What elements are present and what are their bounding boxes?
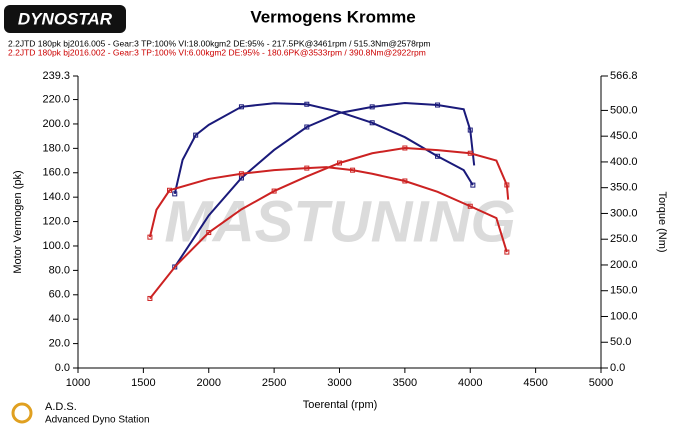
y-tick-label: 20.0: [49, 338, 70, 350]
y2-tick-label: 400.0: [610, 156, 638, 168]
point-marker: [172, 191, 178, 197]
y2-tick-label: 350.0: [610, 182, 638, 194]
y-tick-label: 120.0: [42, 215, 70, 227]
point-marker: [369, 104, 375, 110]
footer-title: A.D.S.: [45, 401, 77, 413]
y-tick-label: 160.0: [42, 167, 70, 179]
y-tick-label: 100.0: [42, 240, 70, 252]
point-marker: [504, 249, 510, 255]
series-line: [149, 146, 510, 300]
point-marker: [304, 101, 310, 107]
point-marker: [147, 234, 153, 240]
point-marker: [504, 182, 510, 188]
logo: DYNOSTAR: [18, 9, 113, 28]
point-marker: [167, 187, 173, 193]
y-tick-label: 80.0: [49, 264, 70, 276]
y-tick-label: 0.0: [55, 362, 70, 374]
point-marker: [193, 132, 199, 138]
point-marker: [467, 150, 473, 156]
point-marker: [304, 124, 310, 130]
y-axis-label: Motor Vermogen (pk): [12, 170, 24, 273]
point-marker: [238, 171, 244, 177]
y2-tick-label: 500.0: [610, 104, 638, 116]
point-marker: [337, 160, 342, 166]
y2-tick-label: 50.0: [610, 336, 631, 348]
y2-tick-label: 250.0: [610, 233, 638, 245]
point-marker: [467, 127, 473, 133]
legend-entry: 2.2JTD 180pk bj2016.005 - Gear:3 TP:100%…: [8, 38, 431, 48]
x-tick-label: 4500: [523, 377, 547, 389]
y-tick-label: 239.3: [42, 70, 70, 82]
x-tick-label: 1500: [131, 377, 155, 389]
y-tick-label: 40.0: [49, 313, 70, 325]
point-marker: [435, 153, 441, 159]
y-tick-label: 200.0: [42, 118, 70, 130]
y2-tick-label: 200.0: [610, 259, 638, 271]
y2-tick-label: 150.0: [610, 285, 638, 297]
y2-tick-label: 300.0: [610, 207, 638, 219]
y2-tick-label: 566.8: [610, 70, 638, 82]
point-marker: [467, 203, 473, 209]
point-marker: [172, 264, 178, 270]
x-axis-label: Toerental (rpm): [303, 399, 378, 411]
point-marker: [402, 145, 408, 151]
series-line: [173, 102, 474, 195]
point-marker: [402, 178, 408, 184]
point-marker: [350, 167, 356, 173]
watermark: MASTUNING: [164, 189, 515, 254]
x-tick-label: 3000: [327, 377, 351, 389]
x-tick-label: 1000: [66, 377, 90, 389]
series-line: [148, 166, 508, 253]
y2-tick-label: 100.0: [610, 310, 638, 322]
y2-tick-label: 450.0: [610, 130, 638, 142]
ads-icon: [11, 402, 33, 424]
series-line: [173, 101, 476, 268]
point-marker: [271, 188, 277, 194]
point-marker: [238, 104, 244, 110]
y-tick-label: 180.0: [42, 142, 70, 154]
y-tick-label: 140.0: [42, 191, 70, 203]
y-tick-label: 60.0: [49, 289, 70, 301]
x-tick-label: 4000: [458, 377, 482, 389]
point-marker: [369, 120, 375, 126]
y2-axis-label: Torque (Nm): [656, 191, 668, 252]
legend-entry: 2.2JTD 180pk bj2016.002 - Gear:3 TP:100%…: [8, 47, 426, 57]
point-marker: [470, 182, 476, 188]
x-tick-label: 2500: [262, 377, 286, 389]
point-marker: [206, 230, 212, 236]
footer-subtitle: Advanced Dyno Station: [45, 415, 150, 426]
point-marker: [304, 165, 310, 171]
point-marker: [435, 102, 441, 108]
chart-title: Vermogens Kromme: [250, 7, 415, 26]
y-tick-label: 220.0: [42, 93, 70, 105]
y2-tick-label: 0.0: [610, 362, 625, 374]
point-marker: [147, 295, 153, 301]
x-tick-label: 2000: [197, 377, 221, 389]
logo-box: [4, 5, 126, 33]
x-tick-label: 5000: [589, 377, 613, 389]
x-tick-label: 3500: [393, 377, 417, 389]
